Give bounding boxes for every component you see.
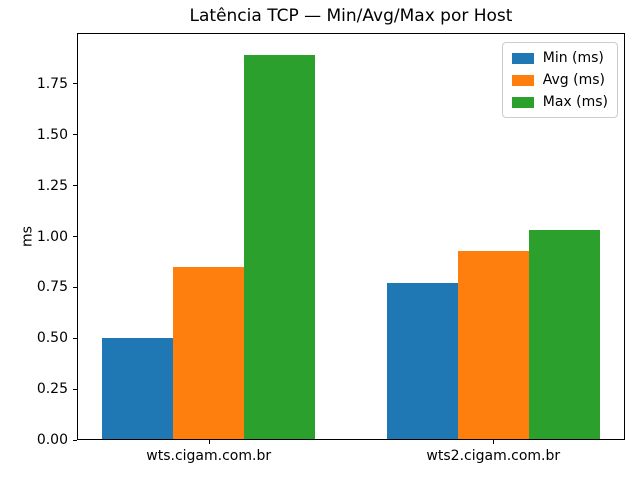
bar-max-ms-wts2-cigam-com-br bbox=[528, 230, 601, 440]
plot-area bbox=[77, 33, 625, 440]
bar-max-ms-wts-cigam-com-br bbox=[244, 55, 316, 440]
bar-avg-ms-wts-cigam-com-br bbox=[173, 267, 245, 440]
y-tick bbox=[73, 388, 77, 390]
legend-label: Min (ms) bbox=[542, 50, 604, 66]
x-tick-label-wts-cigam-com-br: wts.cigam.com.br bbox=[146, 448, 272, 464]
x-tick-label-wts2-cigam-com-br: wts2.cigam.com.br bbox=[426, 448, 561, 464]
y-tick-label: 0.75 bbox=[36, 279, 68, 296]
x-tick bbox=[208, 440, 210, 444]
y-tick-label: 0.25 bbox=[36, 381, 68, 398]
legend-entry-avg-ms: Avg (ms) bbox=[511, 72, 608, 88]
y-tick bbox=[73, 286, 77, 288]
x-tick bbox=[493, 440, 495, 444]
bar-min-ms-wts-cigam-com-br bbox=[101, 338, 174, 441]
y-tick-label: 1.75 bbox=[36, 75, 68, 92]
chart-title: Latência TCP — Min/Avg/Max por Host bbox=[189, 6, 513, 26]
legend-swatch-min-ms bbox=[511, 52, 534, 64]
bar-avg-ms-wts2-cigam-com-br bbox=[457, 250, 529, 440]
legend-swatch-avg-ms bbox=[511, 74, 534, 86]
y-tick-label: 0.00 bbox=[36, 432, 68, 448]
y-tick bbox=[73, 134, 77, 136]
y-tick-label: 1.50 bbox=[36, 126, 68, 143]
legend-label: Avg (ms) bbox=[542, 72, 605, 88]
y-tick-label: 1.00 bbox=[36, 228, 68, 245]
bar-min-ms-wts2-cigam-com-br bbox=[386, 283, 458, 440]
y-tick-label: 0.50 bbox=[36, 330, 68, 347]
legend: Min (ms) Avg (ms) Max (ms) bbox=[501, 42, 618, 118]
legend-entry-min-ms: Min (ms) bbox=[511, 50, 608, 66]
legend-label: Max (ms) bbox=[542, 94, 608, 110]
y-tick-label: 1.25 bbox=[36, 177, 68, 194]
y-tick bbox=[73, 337, 77, 339]
legend-entry-max-ms: Max (ms) bbox=[511, 94, 608, 110]
y-tick bbox=[73, 439, 77, 441]
y-tick bbox=[73, 83, 77, 85]
y-tick bbox=[73, 185, 77, 187]
legend-swatch-max-ms bbox=[511, 96, 534, 108]
y-tick bbox=[73, 236, 77, 237]
